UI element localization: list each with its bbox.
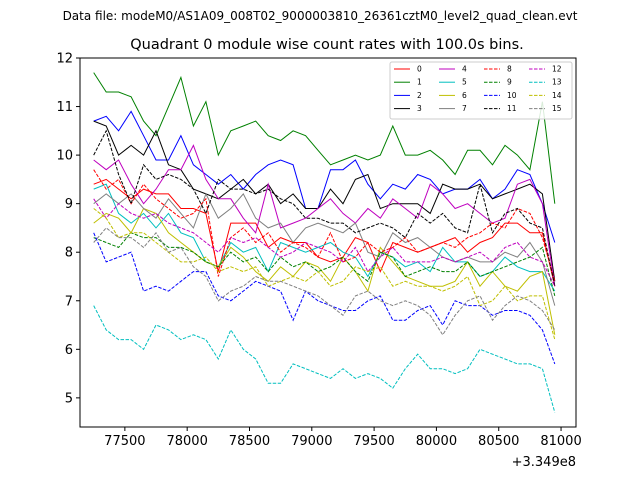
- series-line-10: [93, 232, 556, 365]
- series-layer: [93, 72, 556, 413]
- y-tick-label: 11: [56, 100, 73, 115]
- legend-label-7: 7: [462, 104, 467, 113]
- legend-label-8: 8: [507, 65, 512, 74]
- legend-label-0: 0: [417, 65, 422, 74]
- x-tick-label: 81000: [540, 434, 581, 449]
- series-line-9: [93, 232, 556, 297]
- legend-label-9: 9: [507, 78, 512, 87]
- y-tick-label: 10: [56, 149, 73, 164]
- legend-label-5: 5: [462, 78, 467, 87]
- legend-label-6: 6: [462, 91, 467, 100]
- y-axis: 5 6 7 8 9 10 11 12: [56, 52, 80, 406]
- x-tick-label: 77500: [104, 434, 145, 449]
- plot-frame: [79, 57, 577, 428]
- series-line-0: [93, 178, 556, 287]
- legend-label-10: 10: [507, 91, 517, 100]
- series-line-14: [93, 208, 556, 340]
- x-tick-label: 78500: [229, 434, 270, 449]
- series-line-4: [93, 144, 556, 287]
- legend-label-11: 11: [507, 104, 517, 113]
- y-tick-label: 9: [65, 197, 73, 212]
- legend-label-12: 12: [552, 65, 562, 74]
- y-tick-label: 12: [56, 52, 73, 67]
- x-axis: 77500 78000 78500 79000 79500 80000 80500 81000: [104, 427, 582, 449]
- legend-label-13: 13: [552, 78, 562, 87]
- legend-label-2: 2: [417, 91, 422, 100]
- legend-label-4: 4: [462, 65, 467, 74]
- legend-label-1: 1: [417, 78, 422, 87]
- y-tick-label: 8: [65, 246, 73, 261]
- chart-title: Quadrant 0 module wise count rates with …: [130, 37, 524, 53]
- series-line-12: [93, 198, 556, 287]
- y-tick-label: 7: [65, 294, 73, 309]
- series-line-2: [93, 110, 556, 243]
- series-line-11: [93, 129, 556, 287]
- series-line-13: [93, 305, 556, 413]
- x-tick-label: 78000: [166, 434, 207, 449]
- series-line-5: [93, 183, 556, 292]
- x-tick-label: 79500: [353, 434, 394, 449]
- series-line-6: [93, 207, 556, 335]
- series-line-1: [93, 72, 556, 204]
- legend-frame: [389, 61, 573, 120]
- x-offset-label: +3.349e8: [512, 455, 576, 470]
- series-line-15: [93, 227, 556, 336]
- legend-label-15: 15: [552, 104, 562, 113]
- figure-suptitle: Data file: modeM0/AS1A09_008T02_90000038…: [63, 9, 578, 23]
- legend-label-14: 14: [552, 91, 562, 100]
- series-line-3: [93, 120, 556, 282]
- x-tick-label: 80500: [478, 434, 519, 449]
- series-line-8: [93, 169, 556, 282]
- legend-label-3: 3: [417, 104, 422, 113]
- y-tick-label: 6: [65, 343, 73, 358]
- y-tick-label: 5: [65, 391, 73, 406]
- series-line-7: [93, 192, 556, 306]
- x-tick-label: 80000: [416, 434, 457, 449]
- x-tick-label: 79000: [291, 434, 332, 449]
